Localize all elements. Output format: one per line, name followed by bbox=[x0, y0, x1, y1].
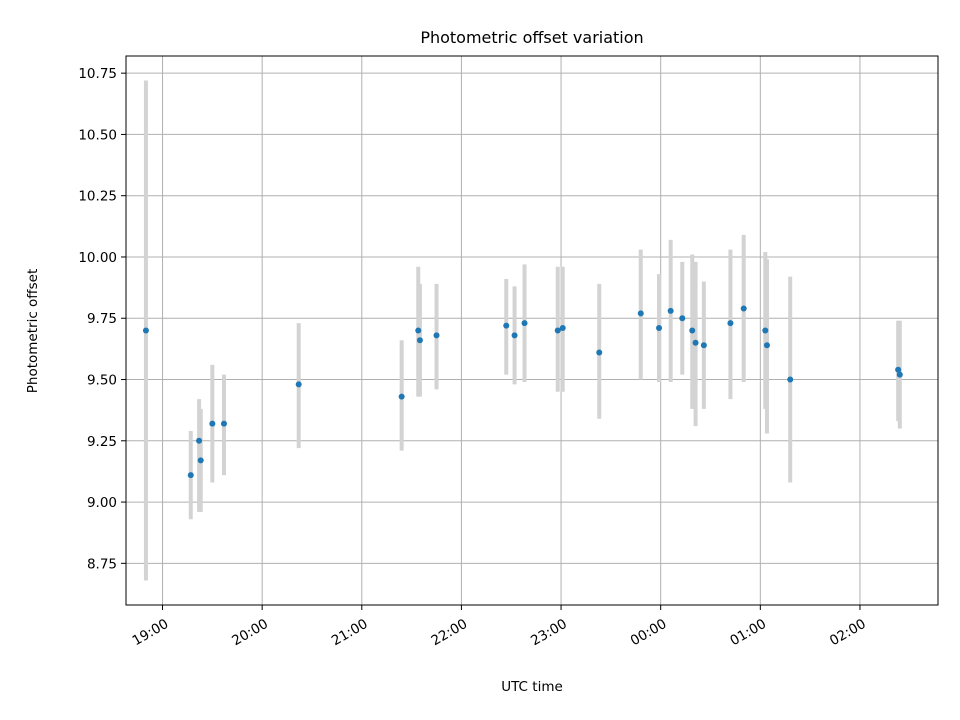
y-tick-label: 8.75 bbox=[87, 556, 117, 572]
y-axis-label: Photometric offset bbox=[25, 269, 41, 393]
data-point bbox=[667, 307, 674, 314]
data-point bbox=[692, 339, 699, 346]
data-point bbox=[295, 381, 302, 388]
data-point bbox=[763, 342, 770, 349]
data-point bbox=[727, 320, 734, 327]
data-point bbox=[700, 342, 707, 349]
data-point bbox=[689, 327, 696, 334]
data-point bbox=[196, 437, 203, 444]
data-point bbox=[679, 315, 686, 322]
data-point bbox=[416, 337, 423, 344]
data-point bbox=[559, 325, 566, 332]
grid bbox=[126, 56, 938, 605]
y-tick-label: 9.00 bbox=[87, 495, 117, 511]
data-point bbox=[511, 332, 518, 339]
data-point bbox=[740, 305, 747, 312]
data-point bbox=[220, 420, 227, 427]
plot-frame bbox=[125, 55, 939, 606]
y-tick-label: 10.50 bbox=[78, 127, 117, 143]
data-point bbox=[596, 349, 603, 356]
y-tick-label: 9.50 bbox=[87, 373, 117, 389]
data-point bbox=[896, 371, 903, 378]
data-point bbox=[197, 457, 204, 464]
data-points bbox=[142, 305, 903, 479]
data-point bbox=[521, 320, 528, 327]
data-point bbox=[398, 393, 405, 400]
data-point bbox=[209, 420, 216, 427]
chart-title: Photometric offset variation bbox=[420, 28, 643, 47]
data-point bbox=[787, 376, 794, 383]
x-axis-label: UTC time bbox=[501, 679, 563, 695]
data-point bbox=[503, 322, 510, 329]
y-axis-ticks: 8.75 9.00 9.25 9.50 9.75 10.00 10.25 10.50 10.75 bbox=[78, 66, 126, 572]
y-tick-label: 9.75 bbox=[87, 311, 117, 327]
data-point bbox=[637, 310, 644, 317]
y-tick-label: 10.00 bbox=[78, 250, 117, 266]
data-point bbox=[415, 327, 422, 334]
data-point bbox=[762, 327, 769, 334]
y-tick-label: 10.75 bbox=[78, 66, 117, 82]
data-point bbox=[142, 327, 149, 334]
data-point bbox=[187, 472, 194, 479]
data-point bbox=[895, 366, 902, 373]
data-point bbox=[433, 332, 440, 339]
data-point bbox=[656, 325, 663, 332]
y-tick-label: 9.25 bbox=[87, 434, 117, 450]
y-tick-label: 10.25 bbox=[78, 189, 117, 205]
data-point bbox=[554, 327, 561, 334]
